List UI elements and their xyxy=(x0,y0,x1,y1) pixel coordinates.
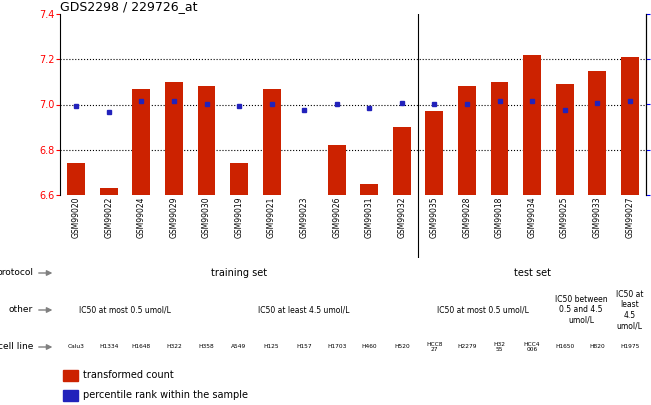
Text: H820: H820 xyxy=(589,345,605,350)
Text: transformed count: transformed count xyxy=(83,371,174,380)
Text: GSM99025: GSM99025 xyxy=(560,196,569,238)
Bar xyxy=(100,188,118,195)
Text: HCC4
006: HCC4 006 xyxy=(524,341,540,352)
Text: H520: H520 xyxy=(394,345,409,350)
Bar xyxy=(63,390,77,401)
Text: H460: H460 xyxy=(361,345,377,350)
Text: H322: H322 xyxy=(166,345,182,350)
Bar xyxy=(197,86,215,195)
Text: GSM99029: GSM99029 xyxy=(169,196,178,238)
Text: GSM99031: GSM99031 xyxy=(365,196,374,238)
Text: IC50 at most 0.5 umol/L: IC50 at most 0.5 umol/L xyxy=(79,305,171,315)
Text: cell line: cell line xyxy=(0,342,33,351)
Text: GSM99032: GSM99032 xyxy=(397,196,406,238)
Bar xyxy=(327,145,346,195)
Text: IC50 between
0.5 and 4.5
umol/L: IC50 between 0.5 and 4.5 umol/L xyxy=(555,295,607,325)
Bar xyxy=(132,89,150,195)
Bar xyxy=(165,82,183,195)
Text: GSM99030: GSM99030 xyxy=(202,196,211,238)
Text: H32
55: H32 55 xyxy=(493,341,505,352)
Text: protocol: protocol xyxy=(0,268,33,277)
Text: percentile rank within the sample: percentile rank within the sample xyxy=(83,390,249,401)
Text: H2279: H2279 xyxy=(457,345,477,350)
Bar xyxy=(589,70,606,195)
Text: H157: H157 xyxy=(296,345,312,350)
Text: GSM99019: GSM99019 xyxy=(234,196,243,238)
Text: GSM99023: GSM99023 xyxy=(299,196,309,238)
Bar xyxy=(621,57,639,195)
Bar xyxy=(556,84,574,195)
Text: other: other xyxy=(8,305,33,313)
Bar xyxy=(67,163,85,195)
Text: H125: H125 xyxy=(264,345,279,350)
Text: GSM99033: GSM99033 xyxy=(592,196,602,238)
Bar xyxy=(393,127,411,195)
Bar xyxy=(63,370,77,381)
Bar xyxy=(426,111,443,195)
Bar xyxy=(491,82,508,195)
Text: HCC8
27: HCC8 27 xyxy=(426,341,443,352)
Text: GSM99027: GSM99027 xyxy=(625,196,634,238)
Text: GSM99024: GSM99024 xyxy=(137,196,146,238)
Text: GSM99035: GSM99035 xyxy=(430,196,439,238)
Bar xyxy=(458,86,476,195)
Text: GSM99020: GSM99020 xyxy=(72,196,81,238)
Text: GSM99028: GSM99028 xyxy=(462,196,471,238)
Text: GSM99026: GSM99026 xyxy=(332,196,341,238)
Text: GDS2298 / 229726_at: GDS2298 / 229726_at xyxy=(60,0,197,13)
Text: test set: test set xyxy=(514,268,551,278)
Text: GSM99022: GSM99022 xyxy=(104,196,113,238)
Text: Calu3: Calu3 xyxy=(68,345,85,350)
Bar xyxy=(523,55,541,195)
Text: IC50 at least 4.5 umol/L: IC50 at least 4.5 umol/L xyxy=(258,305,350,315)
Text: A549: A549 xyxy=(232,345,247,350)
Text: H1703: H1703 xyxy=(327,345,346,350)
Text: H1334: H1334 xyxy=(99,345,118,350)
Text: GSM99018: GSM99018 xyxy=(495,196,504,238)
Text: training set: training set xyxy=(211,268,267,278)
Text: GSM99034: GSM99034 xyxy=(527,196,536,238)
Text: H1975: H1975 xyxy=(620,345,639,350)
Text: H1650: H1650 xyxy=(555,345,574,350)
Bar xyxy=(230,163,248,195)
Bar xyxy=(262,89,281,195)
Text: H1648: H1648 xyxy=(132,345,151,350)
Text: H358: H358 xyxy=(199,345,214,350)
Text: IC50 at
least
4.5
umol/L: IC50 at least 4.5 umol/L xyxy=(616,290,643,330)
Bar xyxy=(360,184,378,195)
Text: IC50 at most 0.5 umol/L: IC50 at most 0.5 umol/L xyxy=(437,305,529,315)
Text: GSM99021: GSM99021 xyxy=(267,196,276,238)
